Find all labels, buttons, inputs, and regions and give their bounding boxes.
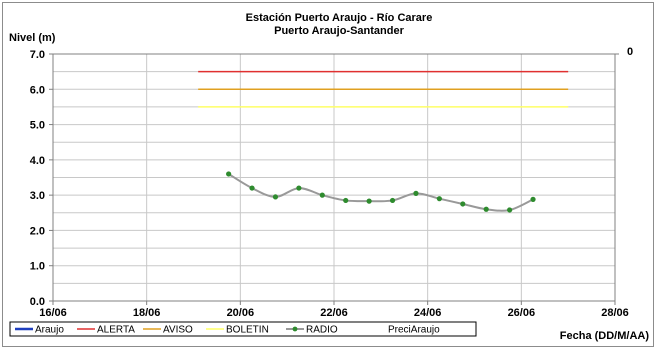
y-tick-label: 0.0: [30, 296, 45, 308]
legend-label: RADIO: [306, 325, 338, 336]
data-point: [483, 206, 489, 212]
data-point: [319, 192, 325, 198]
x-tick-label: 20/06: [227, 307, 255, 319]
y-tick-label: 2.0: [30, 225, 45, 237]
data-point: [413, 190, 419, 196]
chart-title: Estación Puerto Araujo - Río Carare: [246, 12, 433, 24]
x-tick-label: 26/06: [508, 307, 536, 319]
data-point: [249, 185, 255, 191]
x-tick-label: 22/06: [320, 307, 348, 319]
data-point: [296, 185, 302, 191]
chart-subtitle: Puerto Araujo-Santander: [274, 25, 404, 37]
data-point: [530, 196, 536, 202]
x-tick-label: 28/06: [601, 307, 629, 319]
y-tick-label: 7.0: [30, 49, 45, 61]
legend: Araujo ALERTA AVISO BOLETIN RADIO PreciAraujo: [9, 321, 477, 337]
data-point: [343, 197, 349, 204]
data-point: [389, 197, 396, 204]
data-point: [460, 201, 466, 207]
x-tick-label: 24/06: [414, 307, 442, 319]
legend-box: [9, 321, 477, 337]
legend-label: AVISO: [163, 325, 193, 336]
data-point: [272, 194, 279, 200]
data-point: [436, 196, 442, 202]
data-point: [226, 171, 232, 177]
plot-area: 0.0 1.0 2.0 3.0 4.0 5.0 6.0 7.0 16/06 18/06 20/06 2…: [30, 49, 629, 319]
legend-marker: [292, 326, 298, 332]
legend-label: Araujo: [35, 325, 64, 336]
y-tick-label: 3.0: [30, 190, 45, 202]
chart-frame: Estación Puerto Araujo - Río Carare Puer…: [2, 2, 654, 347]
legend-label: BOLETIN: [226, 325, 269, 336]
y-tick-label: 5.0: [30, 120, 45, 132]
x-tick-label: 18/06: [133, 307, 161, 319]
y-axis-label: Nivel (m): [9, 32, 56, 44]
y-tick-label: 6.0: [30, 84, 45, 96]
x-axis-label: Fecha (DD/M/AA): [560, 330, 650, 342]
y2-axis-label: 0: [627, 46, 633, 58]
y-tick-label: 4.0: [30, 155, 45, 167]
data-point: [507, 207, 513, 213]
data-point: [366, 198, 372, 204]
legend-label: PreciAraujo: [388, 325, 440, 336]
x-tick-label: 16/06: [39, 307, 67, 319]
legend-label: ALERTA: [97, 325, 135, 336]
y-tick-label: 1.0: [30, 261, 45, 273]
chart: Estación Puerto Araujo - Río Carare Puer…: [9, 12, 650, 342]
